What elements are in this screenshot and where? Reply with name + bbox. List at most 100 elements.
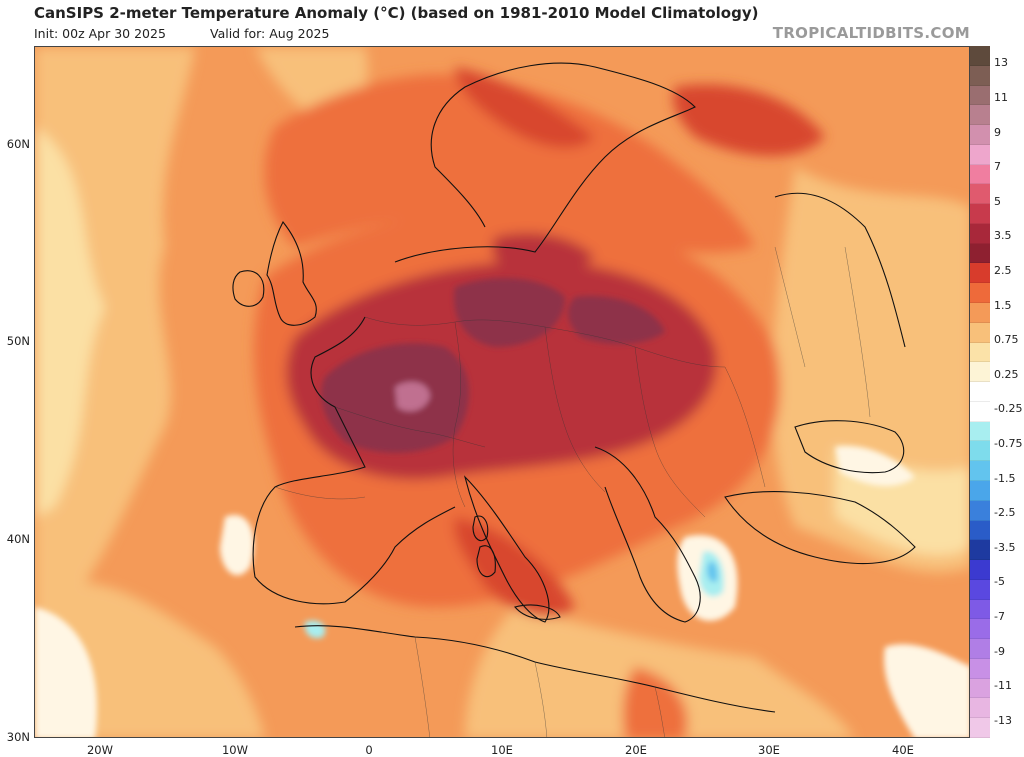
colorbar-swatch — [970, 619, 990, 640]
colorbar-swatch — [970, 500, 990, 521]
colorbar-swatch — [970, 421, 990, 442]
balkan-coast — [594, 446, 701, 623]
colorbar-swatch — [970, 401, 990, 422]
colorbar-label: 11 — [994, 90, 1008, 104]
colorbar-swatch — [970, 342, 990, 363]
colorbar-swatch — [970, 204, 990, 224]
baltic-coast-east — [774, 192, 906, 348]
iberia-france-coast — [252, 316, 456, 605]
italy-coast — [463, 475, 550, 623]
colorbar-label: 5 — [994, 194, 1001, 208]
colorbar-label: 7 — [994, 160, 1001, 174]
lat-label-50n: 50N — [6, 334, 30, 348]
colorbar-swatch — [970, 164, 990, 185]
chart-title: CanSIPS 2-meter Temperature Anomaly (°C)… — [34, 4, 759, 22]
colorbar-swatch — [970, 125, 990, 145]
colorbar-label: 9 — [994, 125, 1001, 139]
france-strong-core — [321, 343, 469, 453]
lon-label-20e: 20E — [625, 743, 647, 757]
atlantic-neutral-sw — [35, 607, 97, 737]
lat-label-30n: 30N — [6, 730, 30, 744]
colorbar-swatch — [970, 520, 990, 541]
black-sea-coast — [794, 420, 905, 474]
valid-time: Valid for: Aug 2025 — [210, 26, 330, 41]
libya-moderate — [623, 667, 688, 737]
colorbar-swatch — [970, 718, 990, 738]
colorbar-label: 3.5 — [994, 229, 1012, 243]
colorbar-swatch — [970, 678, 990, 699]
morocco-cool-spot — [304, 620, 326, 639]
france-peak-spot — [395, 381, 430, 412]
middle-east-neutral — [884, 644, 969, 737]
colorbar-label: -11 — [994, 679, 1012, 693]
portugal-neutral-spot — [220, 515, 254, 576]
colorbar-label: -5 — [994, 575, 1005, 589]
colorbar-label: -1.5 — [994, 471, 1016, 485]
colorbar-swatch — [970, 362, 990, 383]
italy-warm — [454, 517, 575, 618]
lat-label-40n: 40N — [6, 532, 30, 546]
atlantic-faint-zone — [35, 127, 105, 517]
anomaly-map — [35, 47, 969, 737]
map-panel — [34, 46, 970, 738]
colorbar-label: 13 — [994, 56, 1008, 70]
black-sea-neutral — [835, 446, 915, 487]
poland-strong-core — [568, 296, 665, 344]
colorbar-label: 0.25 — [994, 367, 1019, 381]
colorbar-swatch — [970, 599, 990, 620]
colorbar-swatch — [970, 223, 990, 244]
lon-label-20w: 20W — [86, 743, 113, 757]
colorbar-label: 2.5 — [994, 263, 1012, 277]
baltic-very-warm — [492, 233, 595, 274]
colorbar-swatch — [970, 579, 990, 600]
finland-warm — [673, 84, 825, 156]
scandinavia-coast — [394, 62, 696, 263]
colorbar-label: -7 — [994, 609, 1005, 623]
colorbar-swatch — [970, 658, 990, 679]
colorbar-swatch — [970, 303, 990, 323]
sardinia-coast — [476, 545, 496, 578]
colorbar-label: -0.25 — [994, 402, 1023, 416]
lon-label-10w: 10W — [221, 743, 248, 757]
country-borders — [274, 246, 871, 737]
scandinavia-moderate — [264, 74, 755, 253]
lon-label-0: 0 — [365, 743, 373, 757]
colorbar-swatch — [970, 184, 990, 205]
colorbar-swatch — [970, 105, 990, 126]
lon-label-40e: 40E — [892, 743, 914, 757]
colorbar-label: -9 — [994, 644, 1005, 658]
init-time: Init: 00z Apr 30 2025 — [34, 26, 166, 41]
colorbar-swatch — [970, 480, 990, 501]
aegean-cooler-spot — [707, 561, 718, 583]
colorbar-swatch — [970, 85, 990, 106]
great-britain-coast — [266, 221, 317, 326]
colorbar-swatch — [970, 441, 990, 462]
colorbar-swatch — [970, 46, 990, 66]
balkans-very-warm — [571, 373, 685, 441]
north-africa-mild — [465, 607, 854, 737]
colorbar-swatch — [970, 698, 990, 719]
colorbar-swatch — [970, 382, 990, 402]
colorbar-legend: 13 11 9 7 5 3.5 2.5 1.5 0.75 0.25 -0.25 -0.75 -1.5 -2… — [970, 46, 1024, 738]
colorbar-label: -13 — [994, 713, 1012, 727]
colorbar-swatch — [970, 540, 990, 561]
colorbar-swatch — [970, 263, 990, 284]
colorbar-label: -0.75 — [994, 436, 1023, 450]
colorbar-label: -2.5 — [994, 506, 1016, 520]
colorbar-label: 1.5 — [994, 298, 1012, 312]
colorbar-label: 0.75 — [994, 333, 1019, 347]
sicily-coast — [514, 604, 561, 620]
colorbar-swatch — [970, 639, 990, 659]
colorbar-swatch — [970, 461, 990, 481]
lon-label-10e: 10E — [491, 743, 513, 757]
colorbar-swatch — [970, 283, 990, 304]
lat-label-60n: 60N — [6, 137, 30, 151]
colorbar-swatch — [970, 144, 990, 165]
colorbar-swatch — [970, 243, 990, 264]
germany-strong-core — [454, 278, 565, 347]
brand-watermark: TROPICALTIDBITS.COM — [772, 24, 970, 42]
coastlines — [232, 62, 916, 713]
lon-label-30e: 30E — [758, 743, 780, 757]
scandinavia-warm — [455, 67, 595, 148]
colorbar-swatch — [970, 65, 990, 86]
